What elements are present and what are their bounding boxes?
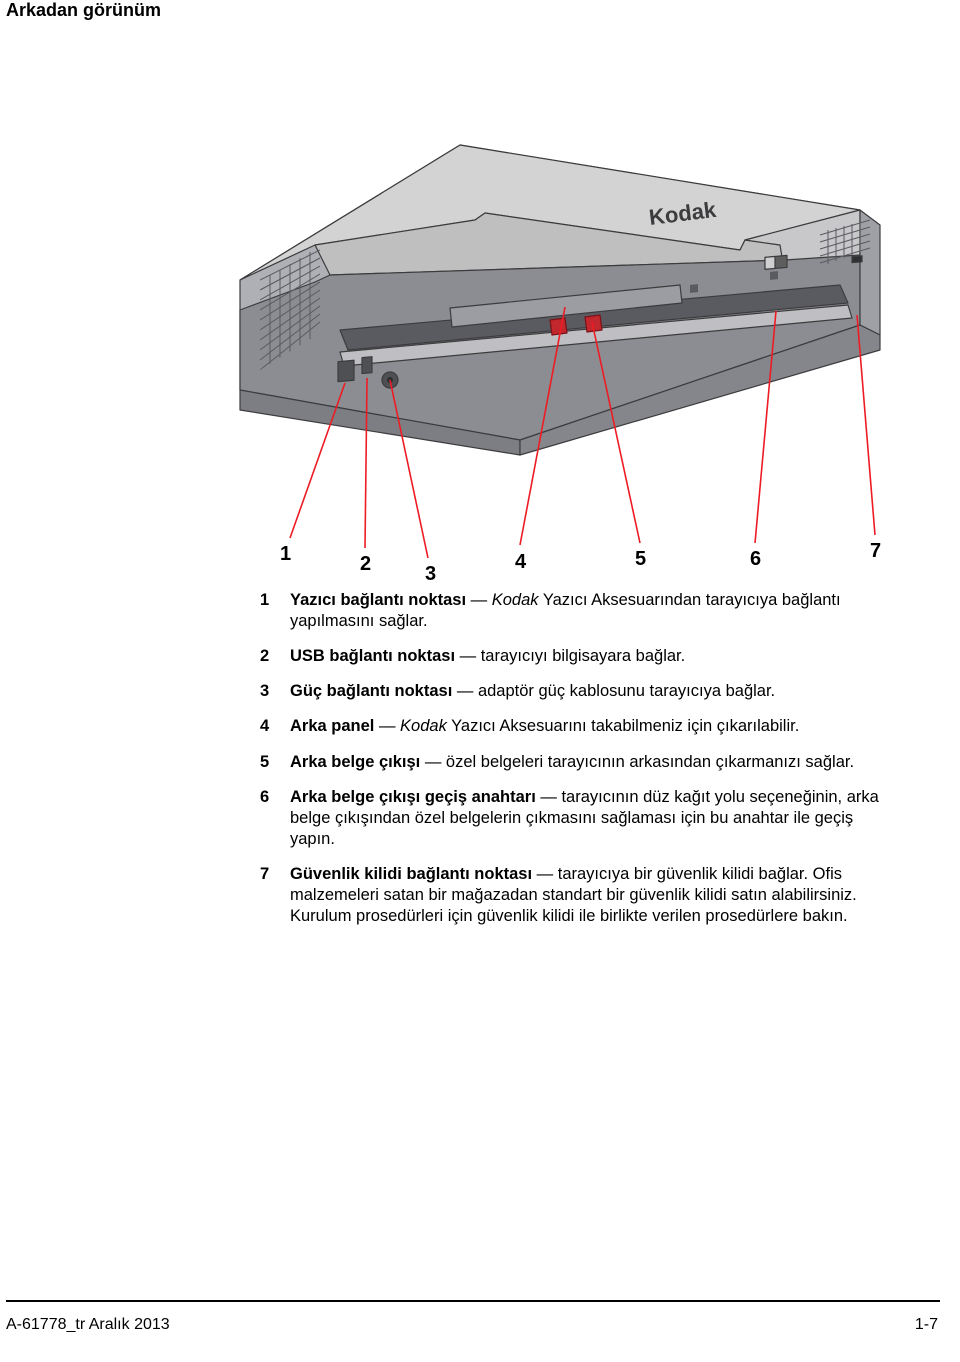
list-item-num: 2 [260, 646, 290, 667]
page: Arkadan görünüm [0, 0, 960, 1362]
list-item-term: Arka belge çıkışı geçiş anahtarı [290, 788, 536, 806]
list-item-term: Yazıcı bağlantı noktası [290, 591, 466, 609]
list-item-term: Arka panel [290, 717, 374, 735]
list-item-term: Güvenlik kilidi bağlantı noktası [290, 865, 532, 883]
list-item-num: 3 [260, 681, 290, 702]
list-item-body: Arka belge çıkışı geçiş anahtarı — taray… [290, 787, 900, 850]
list-item-dash: — [452, 682, 478, 700]
list-item: 4 Arka panel — Kodak Yazıcı Aksesuarını … [260, 716, 900, 737]
list-item-body: Arka belge çıkışı — özel belgeleri taray… [290, 752, 900, 773]
footer-right: 1-7 [915, 1316, 938, 1334]
list-item-dash: — [532, 865, 558, 883]
list-item-dash: — [536, 788, 562, 806]
section-title: Arkadan görünüm [6, 0, 161, 21]
list-item-num: 6 [260, 787, 290, 808]
list-item-dash: — [374, 717, 400, 735]
list-item: 3 Güç bağlantı noktası — adaptör güç kab… [260, 681, 900, 702]
list-item: 5 Arka belge çıkışı — özel belgeleri tar… [260, 752, 900, 773]
callout-2: 2 [360, 553, 371, 575]
list-item-dash: — [466, 591, 492, 609]
printer-rear-diagram: Kodak 1 2 3 4 5 6 7 [220, 50, 920, 580]
description-list: 1 Yazıcı bağlantı noktası — Kodak Yazıcı… [260, 590, 900, 941]
list-item-body: Güvenlik kilidi bağlantı noktası — taray… [290, 864, 900, 927]
footer-left: A-61778_tr Aralık 2013 [6, 1316, 170, 1334]
list-item-term: USB bağlantı noktası [290, 647, 455, 665]
list-item-body: USB bağlantı noktası — tarayıcıyı bilgis… [290, 646, 900, 667]
callout-6: 6 [750, 548, 761, 570]
callout-1: 1 [280, 543, 291, 565]
callout-5: 5 [635, 548, 646, 570]
list-item: 6 Arka belge çıkışı geçiş anahtarı — tar… [260, 787, 900, 850]
list-item-detail: özel belgeleri tarayıcının arkasından çı… [446, 753, 854, 771]
callout-7: 7 [870, 540, 881, 562]
list-item-term: Güç bağlantı noktası [290, 682, 452, 700]
list-item-detail: adaptör güç kablosunu tarayıcıya bağlar. [478, 682, 775, 700]
list-item: 1 Yazıcı bağlantı noktası — Kodak Yazıcı… [260, 590, 900, 632]
list-item: 2 USB bağlantı noktası — tarayıcıyı bilg… [260, 646, 900, 667]
list-item-dash: — [455, 647, 481, 665]
list-item-num: 1 [260, 590, 290, 611]
list-item-detail: Yazıcı Aksesuarını takabilmeniz için çık… [447, 717, 799, 735]
callout-4: 4 [515, 551, 527, 573]
list-item: 7 Güvenlik kilidi bağlantı noktası — tar… [260, 864, 900, 927]
list-item-num: 4 [260, 716, 290, 737]
list-item-num: 5 [260, 752, 290, 773]
list-item-num: 7 [260, 864, 290, 885]
list-item-body: Yazıcı bağlantı noktası — Kodak Yazıcı A… [290, 590, 900, 632]
callout-3: 3 [425, 563, 436, 580]
list-item-italic: Kodak [492, 591, 539, 609]
diagram-area: Kodak 1 2 3 4 5 6 7 [220, 50, 920, 580]
list-item-detail: tarayıcıyı bilgisayara bağlar. [481, 647, 686, 665]
list-item-body: Arka panel — Kodak Yazıcı Aksesuarını ta… [290, 716, 900, 737]
footer-rule [6, 1300, 940, 1302]
list-item-term: Arka belge çıkışı [290, 753, 420, 771]
list-item-italic: Kodak [400, 717, 447, 735]
list-item-body: Güç bağlantı noktası — adaptör güç kablo… [290, 681, 900, 702]
list-item-dash: — [420, 753, 446, 771]
